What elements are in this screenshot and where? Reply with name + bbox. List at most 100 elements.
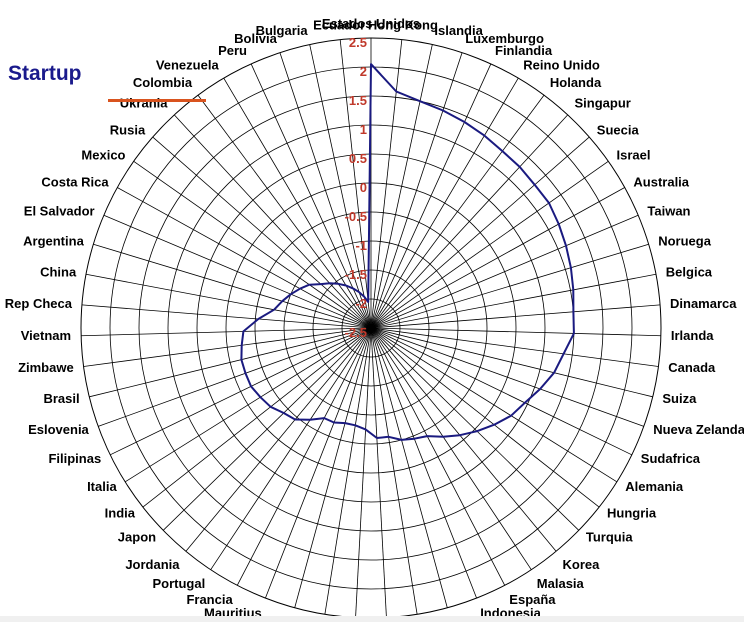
- grid-spoke: [370, 77, 519, 329]
- grid-spoke: [370, 327, 448, 608]
- category-label: España: [509, 592, 556, 607]
- category-label: Brasil: [43, 391, 79, 406]
- radar-tick-labels: 2.5 2 1.5 1 0.5 0 -0.5 -1 -1.5 -2 -2.5: [345, 35, 367, 340]
- tick-label: -2: [355, 296, 367, 311]
- category-label: Singapur: [575, 96, 631, 111]
- category-label: Noruega: [658, 233, 712, 248]
- grid-spoke: [370, 136, 590, 329]
- grid-spoke: [81, 304, 372, 329]
- grid-spoke: [370, 327, 418, 615]
- category-label: Turquia: [586, 529, 633, 544]
- tick-label: -0.5: [345, 209, 367, 224]
- grid-spoke: [370, 44, 433, 329]
- category-label: Colombia: [133, 75, 193, 90]
- category-label: Mexico: [81, 148, 125, 163]
- category-label: Australia: [633, 175, 689, 190]
- grid-spoke: [370, 160, 609, 329]
- tick-label: -2.5: [345, 325, 367, 340]
- category-label: Canada: [668, 360, 716, 375]
- grid-spoke: [197, 94, 372, 329]
- grid-spoke: [309, 44, 372, 329]
- grid-spoke: [103, 214, 372, 329]
- tick-label: 1: [360, 122, 367, 137]
- grid-spoke: [370, 39, 403, 329]
- tick-label: -1.5: [345, 267, 367, 282]
- category-label: Rep Checa: [5, 296, 73, 311]
- grid-spoke: [124, 327, 372, 483]
- grid-spoke: [89, 327, 372, 398]
- grid-spoke: [152, 136, 372, 329]
- category-label: Bulgaria: [256, 23, 309, 38]
- grid-spoke: [370, 304, 661, 329]
- category-label: Zimbawe: [18, 360, 74, 375]
- grid-spoke: [370, 52, 463, 329]
- category-label: Taiwan: [647, 203, 690, 218]
- grid-spoke: [294, 327, 372, 608]
- grid-spoke: [339, 39, 372, 329]
- category-label: Rusia: [110, 122, 146, 137]
- category-label: Irlanda: [671, 328, 714, 343]
- grid-spoke: [370, 327, 477, 599]
- category-label: Francia: [186, 592, 233, 607]
- category-label: Dinamarca: [670, 296, 737, 311]
- grid-spoke: [93, 243, 372, 329]
- category-label: Portugal: [152, 576, 205, 591]
- category-label: Finlandia: [495, 43, 553, 58]
- category-label: Jordania: [125, 557, 180, 572]
- tick-label: 2.5: [349, 35, 367, 50]
- grid-spoke: [370, 327, 557, 552]
- grid-spoke: [370, 327, 653, 398]
- category-label: Luxemburgo: [465, 31, 544, 46]
- category-label: Hong Kong: [368, 18, 438, 33]
- grid-spoke: [370, 214, 639, 329]
- category-label: Hungria: [607, 505, 657, 520]
- category-label: Suecia: [597, 122, 640, 137]
- category-label: Islandia: [434, 23, 483, 38]
- grid-spoke: [133, 160, 372, 329]
- category-label: Japon: [118, 529, 156, 544]
- category-label: Italia: [87, 479, 117, 494]
- grid-spoke: [370, 327, 387, 618]
- tick-label: 2: [360, 64, 367, 79]
- radar-series-layer: [240, 63, 575, 441]
- grid-spoke: [279, 52, 372, 329]
- grid-spoke: [98, 327, 372, 427]
- category-label: Belgica: [666, 264, 713, 279]
- category-label: Estados Unidos: [322, 16, 420, 31]
- grid-spoke: [370, 243, 649, 329]
- category-label: Costa Rica: [41, 175, 109, 190]
- bottom-scroll-strip: [0, 616, 744, 622]
- category-label: Suiza: [662, 391, 697, 406]
- category-label: Alemania: [625, 479, 684, 494]
- grid-spoke: [370, 327, 659, 367]
- category-label: Korea: [563, 557, 601, 572]
- grid-spoke: [324, 327, 372, 615]
- grid-spoke: [265, 327, 372, 599]
- category-label: Ecuador: [313, 18, 365, 33]
- grid-spoke: [370, 273, 657, 329]
- series-line: [240, 63, 575, 441]
- tick-label: -1: [355, 238, 367, 253]
- chart-title: Startup: [8, 62, 82, 85]
- category-label: Nueva Zelanda: [653, 422, 744, 437]
- grid-spoke: [81, 327, 372, 337]
- grid-spoke: [370, 327, 532, 570]
- grid-spoke: [370, 327, 632, 456]
- grid-spoke: [370, 327, 580, 531]
- category-label: Eslovenia: [28, 422, 89, 437]
- title-underline: [108, 99, 206, 102]
- category-label: El Salvador: [24, 203, 95, 218]
- category-label: India: [105, 505, 136, 520]
- category-label: Reino Unido: [523, 58, 600, 73]
- grid-spoke: [370, 327, 600, 508]
- category-label: Sudafrica: [641, 451, 701, 466]
- grid-spoke: [370, 327, 506, 586]
- grid-spoke: [355, 327, 372, 618]
- tick-label: 0: [360, 180, 367, 195]
- grid-spoke: [185, 327, 372, 552]
- grid-spoke: [236, 327, 372, 586]
- grid-spoke: [85, 273, 372, 329]
- grid-spoke: [142, 327, 372, 508]
